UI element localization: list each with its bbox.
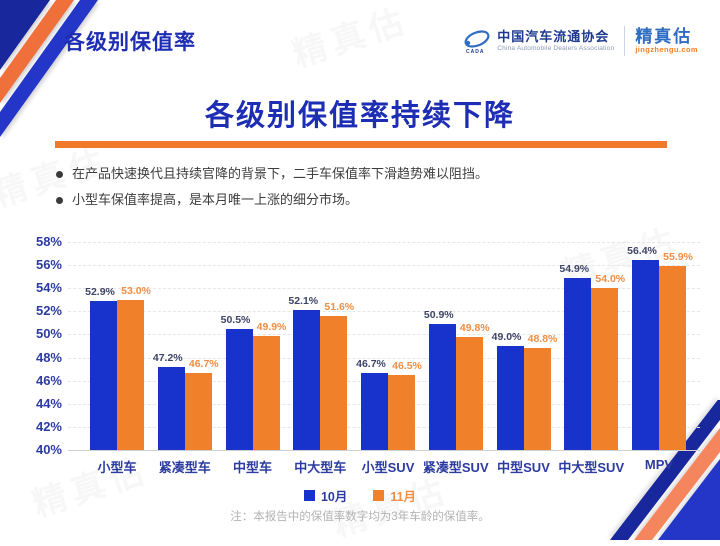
bar-value-october: 52.9% [85,285,115,298]
bar-november-4 [320,315,348,450]
legend-swatch-blue [303,490,315,501]
bar-november-5 [388,374,415,450]
bar-october-1 [90,300,117,450]
bar-value-october: 52.1% [288,295,319,308]
y-axis-tick: 48% [35,349,62,365]
x-axis-label: 中型SUV [497,460,550,475]
bar-value-november: 53.0% [121,284,151,297]
x-axis-label: MPV [644,457,674,472]
page-title: 各级别保值率持续下降 [204,100,515,132]
x-axis-label: 小型车 [97,460,137,475]
legend-label: 10月 [320,490,348,504]
legend-item-october: 10月 [303,486,348,505]
bullet-item: 在产品快速换代且持续官降的背景下，二手车保值率下滑趋势难以阻挡。 [56,166,656,183]
x-axis-label: 紧凑型车 [158,460,211,475]
cada-text-block: 中国汽车流通协会 China Automobile Dealers Associ… [497,29,615,52]
bar-value-october: 47.2% [152,351,183,364]
legend-item-november: 11月 [373,486,416,505]
bar-october-2 [157,366,185,450]
bar-value-november: 54.0% [595,273,626,286]
legend-swatch-orange [373,490,385,501]
bar-value-october: 54.9% [559,262,590,275]
bar-november-1 [117,299,144,450]
bar-value-november: 51.6% [324,300,355,313]
gridline [68,242,700,243]
bar-october-9 [632,260,659,450]
logo-divider [624,26,626,56]
y-axis-tick: 42% [35,418,62,434]
logo-block: CADA 中国汽车流通协会 China Automobile Dealers A… [462,26,698,56]
bar-value-october: 50.9% [423,309,454,322]
bar-october-7 [496,346,524,450]
x-axis-label: 中型车 [232,460,273,475]
bar-november-6 [455,336,483,450]
x-axis-label: 小型SUV [361,460,415,475]
y-axis-tick: 58% [35,234,62,249]
gridline [68,288,700,290]
bar-november-8 [591,288,619,450]
corner-ribbon-top-left [0,0,98,137]
y-axis-tick: 54% [35,280,62,296]
svg-text:CADA: CADA [466,49,484,54]
y-axis-tick: 52% [35,303,62,319]
y-axis-tick: 50% [35,326,62,342]
cada-logo: CADA 中国汽车流通协会 China Automobile Dealers A… [462,28,614,54]
bar-november-7 [523,348,551,450]
bullet-item: 小型车保值率提高，是本月唯一上涨的细分市场。 [56,192,656,209]
gridline [68,450,700,451]
watermark-text: 精真估 [285,0,414,76]
bar-november-9 [659,266,686,450]
x-axis-label: 中大型SUV [558,460,625,475]
bar-october-6 [428,324,456,450]
bullet-text: 小型车保值率提高，是本月唯一上涨的细分市场。 [72,191,359,207]
gridline [68,265,700,267]
gridline [68,311,700,313]
brand-logo: 精真估 jingzhengu.com [635,27,698,55]
bar-value-november: 46.7% [188,357,219,370]
cada-name-en: China Automobile Dealers Association [497,44,615,52]
brand-domain: jingzhengu.com [635,45,698,55]
bullet-list: 在产品快速换代且持续官降的背景下，二手车保值率下滑趋势难以阻挡。 小型车保值率提… [56,166,656,218]
section-title: 各级别保值率 [64,31,196,54]
y-axis-tick: 40% [35,442,62,457]
bar-value-november: 49.8% [459,321,490,334]
bar-october-5 [361,372,388,450]
bullet-dot [56,196,63,204]
bar-october-4 [293,310,321,450]
title-divider [55,141,667,148]
brand-name: 精真估 [635,26,693,46]
bar-value-october: 56.4% [627,245,657,258]
bar-value-october: 50.5% [220,313,251,326]
bar-value-november: 48.8% [527,333,558,346]
bar-chart: 40% 42% 44% 46% 48% 50% 52% 54% 56% 58% 52.9% 53.0%… [0,234,720,476]
y-axis-tick: 44% [35,395,62,411]
bar-november-3 [252,335,280,450]
corner-ribbon-bottom-right [610,400,720,540]
footnote: 注：本报告中的保值率数字均为3年车龄的保值率。 [230,511,490,523]
cada-swoosh-icon: CADA [464,30,490,54]
bar-november-2 [184,372,212,450]
cada-name-cn: 中国汽车流通协会 [497,29,610,45]
bar-value-november: 55.9% [663,251,693,264]
y-axis-tick: 56% [35,257,62,273]
bar-value-october: 49.0% [491,331,522,343]
bullet-text: 在产品快速换代且持续官降的背景下，二手车保值率下滑趋势难以阻挡。 [72,166,489,181]
bar-october-8 [564,277,592,450]
y-axis-tick: 46% [35,372,62,388]
x-axis-label: 中大型车 [294,460,347,475]
x-axis-label: 紧凑型SUV [422,460,489,475]
bar-value-november: 49.9% [256,320,287,333]
legend-label: 11月 [390,490,417,504]
bar-value-november: 46.5% [392,359,422,372]
gridline [68,357,700,359]
chart-legend: 10月 11月 [0,486,720,505]
bar-value-october: 46.7% [356,357,386,370]
bullet-dot [56,171,63,178]
bar-october-3 [225,328,253,450]
gridline [68,334,700,336]
